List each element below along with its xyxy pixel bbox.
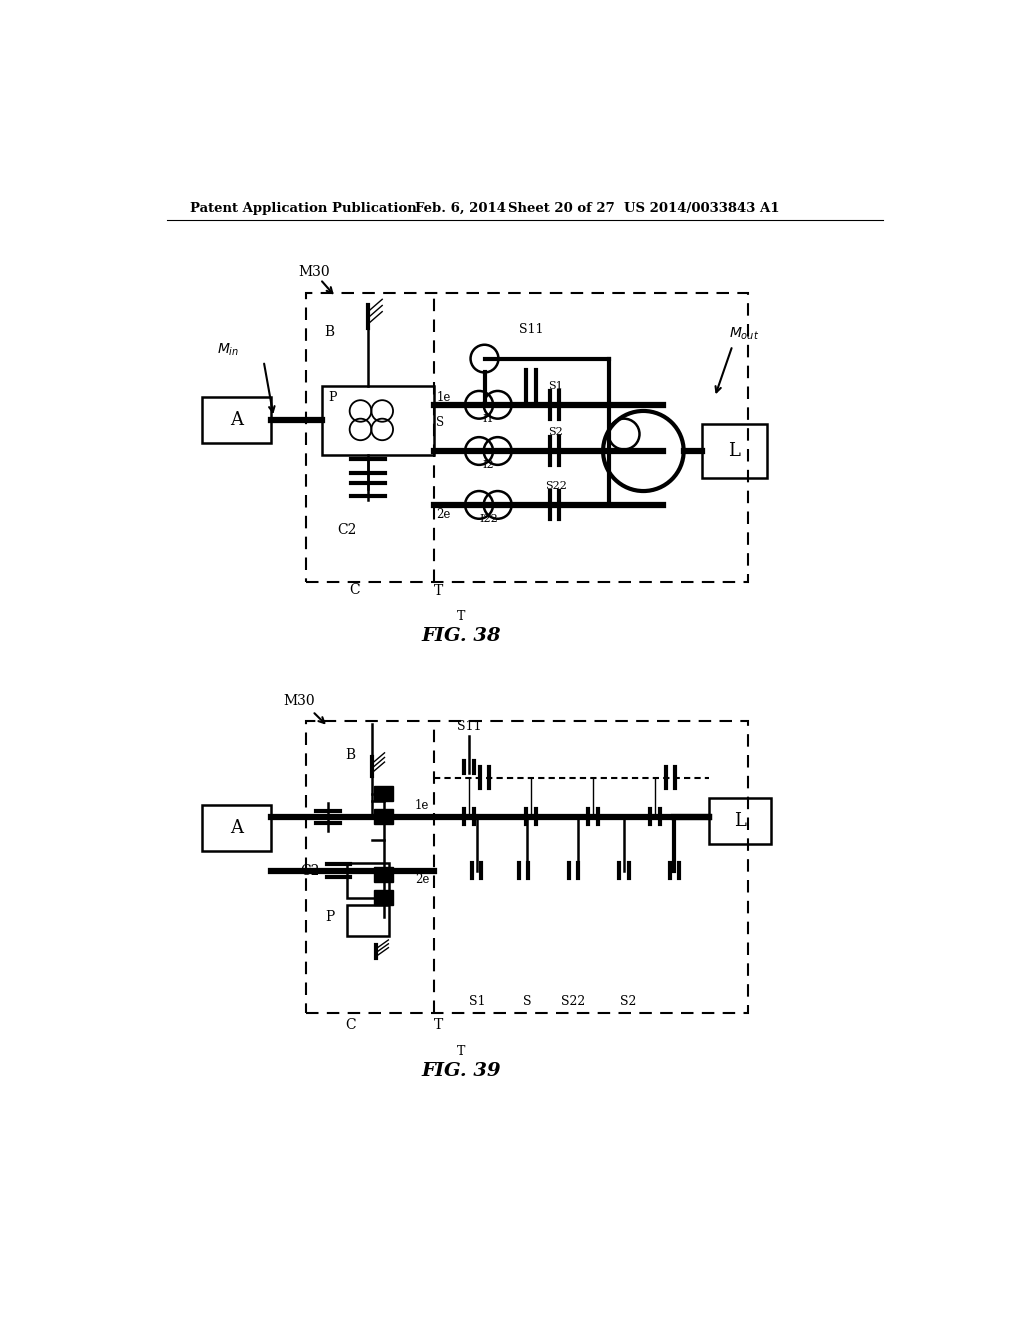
Text: FIG. 39: FIG. 39	[422, 1061, 501, 1080]
Text: Sheet 20 of 27: Sheet 20 of 27	[508, 202, 614, 215]
Text: A: A	[230, 412, 243, 429]
Bar	[202, 805, 271, 851]
Text: I1: I1	[482, 413, 495, 424]
Text: T: T	[434, 1018, 443, 1032]
Text: L: L	[728, 442, 740, 459]
Text: Patent Application Publication: Patent Application Publication	[190, 202, 417, 215]
Text: M30: M30	[283, 694, 314, 709]
Bar	[306, 293, 748, 582]
Text: 1e: 1e	[415, 799, 429, 812]
Text: P: P	[328, 391, 337, 404]
Bar	[375, 890, 393, 906]
Text: L: L	[734, 812, 746, 829]
Text: FIG. 38: FIG. 38	[422, 627, 501, 644]
Text: P: P	[326, 909, 335, 924]
Text: T: T	[457, 1045, 466, 1059]
Bar	[322, 385, 434, 455]
Text: C: C	[349, 582, 359, 597]
Text: S: S	[436, 416, 444, 429]
Text: S2: S2	[549, 426, 563, 437]
Text: US 2014/0033843 A1: US 2014/0033843 A1	[624, 202, 779, 215]
Bar	[202, 397, 271, 444]
Bar	[710, 797, 771, 843]
Text: T: T	[457, 610, 466, 623]
Text: A: A	[230, 820, 243, 837]
Text: I22: I22	[479, 513, 498, 524]
Text: S: S	[523, 995, 531, 1008]
Text: 2e: 2e	[415, 874, 429, 887]
Text: C2: C2	[300, 863, 319, 878]
Text: 1e: 1e	[436, 391, 451, 404]
Text: C2: C2	[337, 523, 356, 537]
Text: S11: S11	[519, 323, 544, 335]
Text: $M_{out}$: $M_{out}$	[729, 326, 759, 342]
Bar	[375, 809, 393, 825]
Text: Feb. 6, 2014: Feb. 6, 2014	[415, 202, 506, 215]
Bar	[701, 424, 767, 478]
Text: 2e: 2e	[436, 508, 451, 521]
Text: S2: S2	[620, 995, 636, 1008]
Text: S11: S11	[457, 721, 481, 733]
Text: S1: S1	[549, 380, 563, 391]
Bar	[346, 906, 389, 936]
Text: I2: I2	[482, 459, 495, 470]
Text: M30: M30	[299, 265, 330, 280]
Bar	[375, 867, 393, 882]
Text: T: T	[434, 585, 443, 598]
Text: S1: S1	[469, 995, 485, 1008]
Text: C: C	[345, 1018, 355, 1032]
Text: S22: S22	[545, 480, 566, 491]
Bar	[375, 785, 393, 801]
Text: $M_{in}$: $M_{in}$	[217, 341, 240, 358]
Text: B: B	[324, 325, 334, 339]
Bar	[346, 863, 389, 898]
Text: S22: S22	[561, 995, 586, 1008]
Text: B: B	[345, 748, 355, 762]
Bar	[306, 721, 748, 1014]
